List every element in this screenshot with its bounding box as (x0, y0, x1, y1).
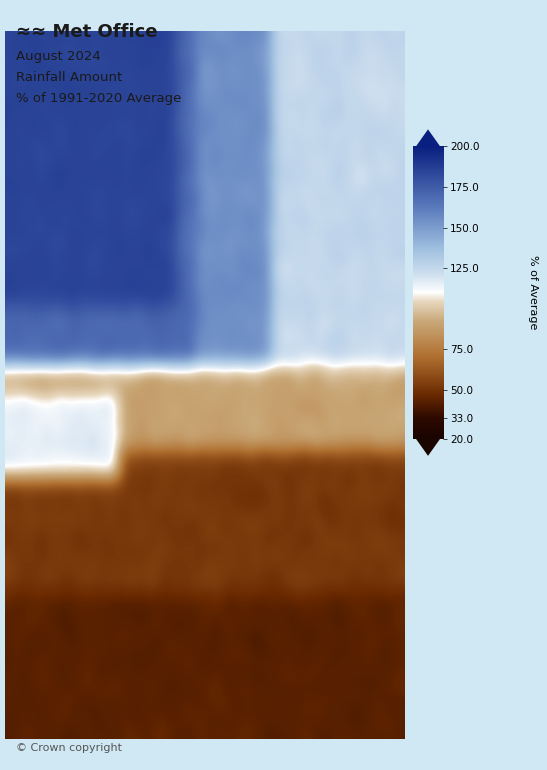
Text: % of 1991-2020 Average: % of 1991-2020 Average (16, 92, 182, 105)
Polygon shape (416, 129, 440, 146)
Text: August 2024: August 2024 (16, 50, 101, 63)
Text: Rainfall Amount: Rainfall Amount (16, 71, 123, 84)
Text: © Crown copyright: © Crown copyright (16, 743, 123, 753)
Text: ≈≈ Met Office: ≈≈ Met Office (16, 23, 158, 41)
Polygon shape (416, 439, 440, 456)
Y-axis label: % of Average: % of Average (527, 256, 538, 330)
